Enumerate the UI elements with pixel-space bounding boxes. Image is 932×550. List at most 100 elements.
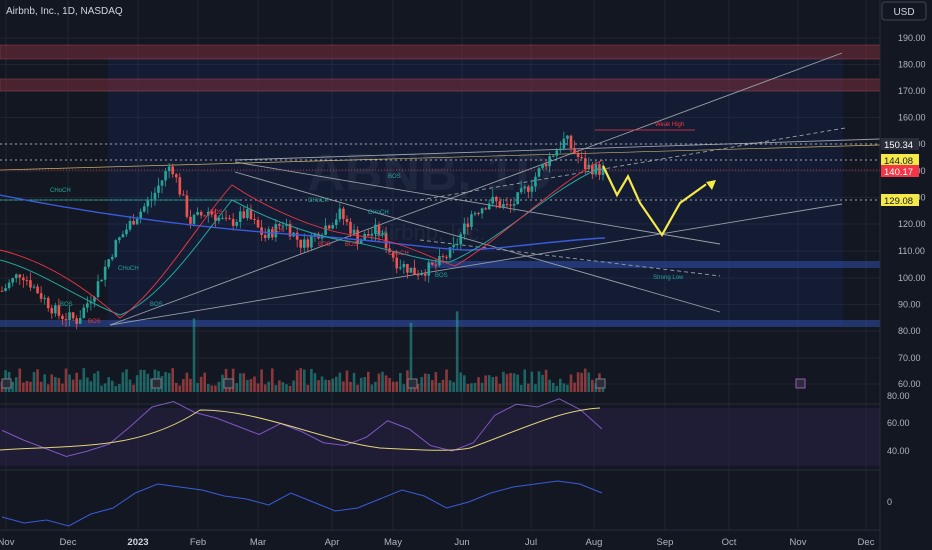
volume-bar: [306, 384, 310, 392]
candle: [516, 192, 519, 205]
volume-bar: [345, 370, 349, 392]
volume-bar: [210, 385, 214, 392]
candle: [395, 257, 399, 269]
earnings-icon[interactable]: [795, 378, 806, 389]
earnings-icon[interactable]: [223, 378, 234, 389]
annotation-label: BOS: [150, 302, 163, 308]
candle: [96, 281, 100, 297]
projected-swing-path: [602, 165, 707, 238]
candle: [512, 204, 516, 206]
candle: [281, 225, 285, 227]
time-tick-label: Jul: [525, 537, 537, 548]
time-tick-label: Apr: [325, 537, 340, 548]
volume-bar: [14, 377, 18, 392]
volume-bar: [534, 384, 537, 392]
volume-bar: [206, 384, 210, 392]
watermark-ticker: ABNB, 1D: [307, 144, 553, 202]
price-tick-label: 110.00: [898, 246, 925, 256]
candle: [310, 236, 313, 248]
volume-bar: [334, 376, 338, 392]
volume-bar: [409, 322, 413, 392]
price-tick-label: 80.00: [898, 326, 921, 336]
volume-bar: [185, 372, 189, 392]
volume-bar: [249, 378, 253, 392]
time-axis[interactable]: Nov Dec 2023 Feb Mar Apr May Jun Jul Aug Sep Oct Nov…: [0, 537, 875, 548]
earnings-icon[interactable]: [1, 378, 12, 389]
volume-bar: [238, 373, 242, 392]
time-tick-label: Oct: [722, 537, 737, 548]
annotation-label: CHoCH: [50, 188, 71, 194]
time-tick-label: 2023: [127, 537, 148, 548]
volume-bar: [189, 378, 192, 392]
volume-bar: [495, 376, 498, 392]
volume-bar: [338, 372, 342, 392]
candle: [142, 206, 146, 212]
currency-button[interactable]: [881, 1, 927, 21]
lower-channel-line: [109, 203, 843, 326]
candle: [295, 232, 299, 240]
volume-bar: [71, 379, 75, 392]
time-tick-label: Nov: [0, 537, 15, 548]
candle: [11, 278, 14, 283]
candle: [406, 264, 409, 273]
falling-channel-upper: [234, 171, 721, 313]
volume-bar: [178, 385, 182, 392]
volume-bar: [278, 380, 281, 392]
volume-bar: [519, 384, 523, 392]
annotation-label: BOS: [210, 210, 223, 216]
candle: [121, 234, 125, 238]
annotation-label: BOS: [388, 174, 401, 180]
annotation-label: BOS: [435, 273, 448, 279]
volume-bar: [146, 373, 150, 392]
annotation-label: BOS: [375, 232, 388, 238]
candle: [598, 164, 601, 175]
candle: [4, 288, 7, 291]
dashed-trend-2: [419, 239, 721, 277]
volume-bar: [420, 377, 423, 392]
demand-zone: [430, 261, 880, 268]
volume-bar: [260, 369, 263, 392]
candle: [551, 155, 555, 157]
earnings-icon[interactable]: [595, 378, 606, 389]
volume-bar: [377, 373, 381, 392]
candle: [39, 293, 43, 299]
candle: [566, 135, 569, 139]
candle: [480, 208, 484, 214]
volume-bar: [356, 384, 359, 392]
trend-lines: [0, 52, 881, 326]
volume-bar: [64, 368, 68, 392]
earnings-icon[interactable]: [407, 378, 418, 389]
candle: [228, 218, 231, 220]
candle: [413, 267, 416, 275]
volume-bar: [466, 383, 470, 392]
price-marker-bg: [881, 194, 919, 206]
volume-bar: [96, 371, 100, 392]
candle: [349, 221, 352, 234]
price-marker-bg: [881, 138, 919, 150]
volume-bar: [160, 376, 164, 392]
rsi-tick-label: 60.00: [887, 418, 910, 428]
candle: [527, 186, 530, 192]
price-marker-label: 150.34: [884, 140, 913, 151]
volume-bar: [25, 380, 29, 392]
candle: [327, 225, 331, 229]
candle: [519, 188, 523, 193]
price-marker-bg: [881, 165, 919, 177]
volume-bar: [381, 371, 384, 392]
earnings-icon[interactable]: [151, 378, 162, 389]
candle: [338, 208, 342, 220]
volume-bar: [110, 380, 114, 392]
volume-bar: [591, 379, 594, 392]
price-tick-label: 60.00: [898, 379, 921, 389]
volume-bar: [86, 377, 89, 392]
rsi-tick-label: 80.00: [887, 391, 910, 401]
time-tick-label: Aug: [586, 537, 603, 548]
candle: [61, 315, 64, 320]
candle: [423, 273, 427, 276]
volume-bar: [50, 374, 54, 392]
rsi-band: [0, 408, 880, 466]
candle: [441, 256, 445, 258]
candle: [342, 208, 345, 219]
volume-bar: [349, 381, 352, 392]
